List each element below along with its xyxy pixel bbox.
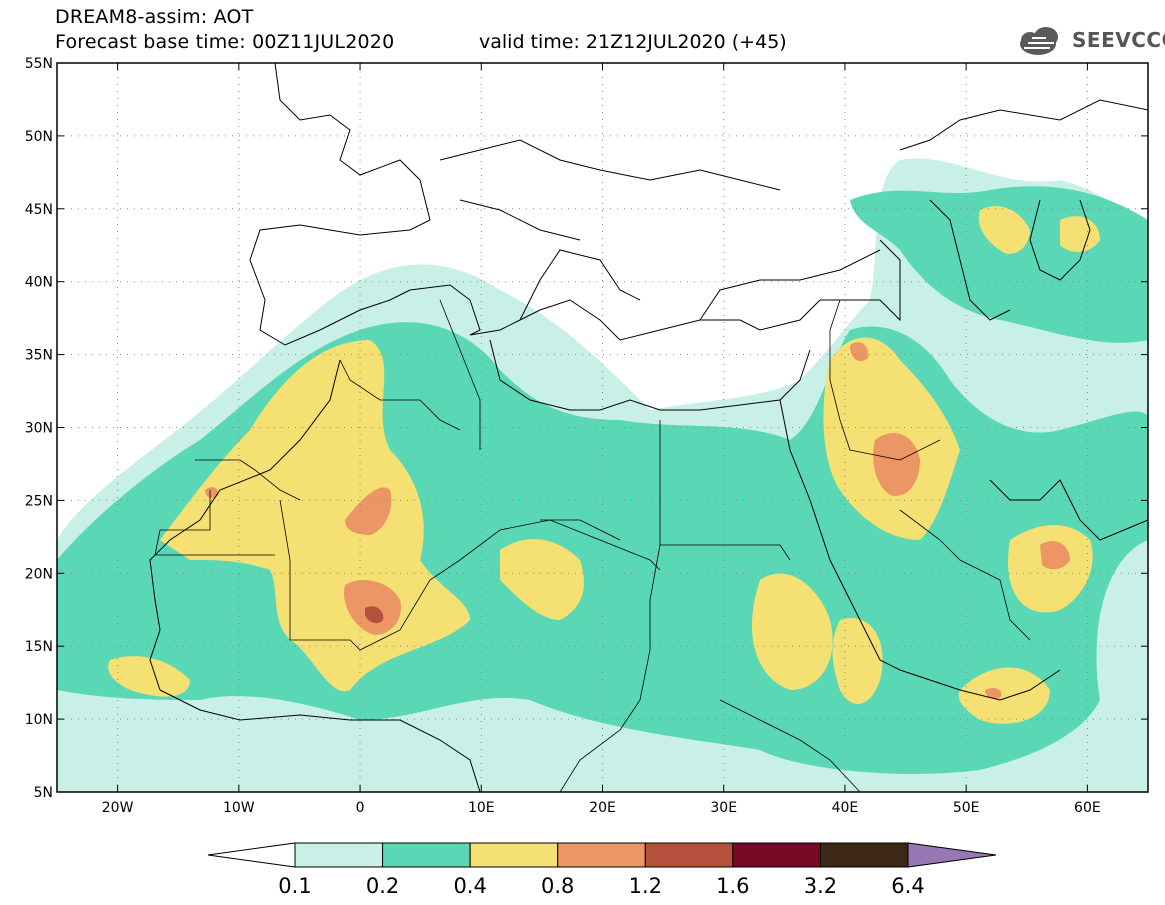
colorbar-label: 1.6: [716, 874, 749, 898]
forecast-base-time: Forecast base time: 00Z11JUL2020: [55, 31, 395, 53]
axis-ticks: [57, 62, 1148, 793]
colorbar-label: 0.1: [278, 874, 311, 898]
colorbar-label: 0.8: [541, 874, 574, 898]
lon-tick-label: 10W: [223, 800, 255, 816]
lon-tick-label: 0: [356, 800, 365, 816]
lat-tick-label: 55N: [25, 56, 53, 72]
colorbar-label: 0.2: [366, 874, 399, 898]
aot-field: [57, 158, 1148, 792]
lon-tick-label: 20W: [102, 800, 134, 816]
lat-tick-label: 50N: [25, 129, 53, 145]
lat-tick-label: 10N: [25, 712, 53, 728]
lon-tick-label: 10E: [468, 800, 495, 816]
lat-labels: 5N 10N 15N 20N 25N 30N 35N 40N 45N 50N 55N: [25, 56, 53, 801]
colorbar-segment: [819, 842, 909, 868]
lat-tick-label: 45N: [25, 202, 53, 218]
colorbar-label: 0.4: [453, 874, 486, 898]
lat-tick-label: 35N: [25, 348, 53, 364]
lon-tick-label: 20E: [589, 800, 616, 816]
lon-labels: 20W 10W 0 10E 20E 30E 40E 50E 60E: [102, 800, 1101, 816]
map-title: DREAM8-assim: AOT: [55, 6, 254, 28]
country-borders: [154, 299, 1031, 792]
colorbar-label: 1.2: [629, 874, 662, 898]
colorbar-low-arrow: [207, 842, 296, 868]
colorbar-label: 3.2: [804, 874, 837, 898]
colorbar-segment: [644, 842, 734, 868]
colorbar-segment: [732, 842, 821, 868]
graticule: [57, 63, 1148, 792]
colorbar-segment: [294, 842, 384, 868]
lon-tick-label: 50E: [953, 800, 980, 816]
lat-tick-label: 25N: [25, 493, 53, 509]
lat-tick-label: 30N: [25, 421, 53, 437]
colorbar-high-arrow: [907, 842, 997, 868]
lon-tick-label: 30E: [710, 800, 737, 816]
lon-tick-label: 60E: [1074, 800, 1101, 816]
colorbar-segment: [382, 842, 471, 868]
lon-tick-label: 40E: [832, 800, 859, 816]
cloud-icon: [1020, 27, 1058, 55]
valid-time: valid time: 21Z12JUL2020 (+45): [479, 31, 787, 53]
colorbar-label: 6.4: [891, 874, 924, 898]
colorbar-segment: [469, 842, 559, 868]
logo-text: SEEVCCC: [1072, 28, 1165, 52]
lat-tick-label: 20N: [25, 566, 53, 582]
colorbar: 0.1 0.2 0.4 0.8 1.2 1.6 3.2 6.4: [207, 842, 997, 898]
colorbar-segment: [557, 842, 646, 868]
lat-tick-label: 15N: [25, 639, 53, 655]
lat-tick-label: 5N: [34, 785, 53, 801]
lat-tick-label: 40N: [25, 275, 53, 291]
